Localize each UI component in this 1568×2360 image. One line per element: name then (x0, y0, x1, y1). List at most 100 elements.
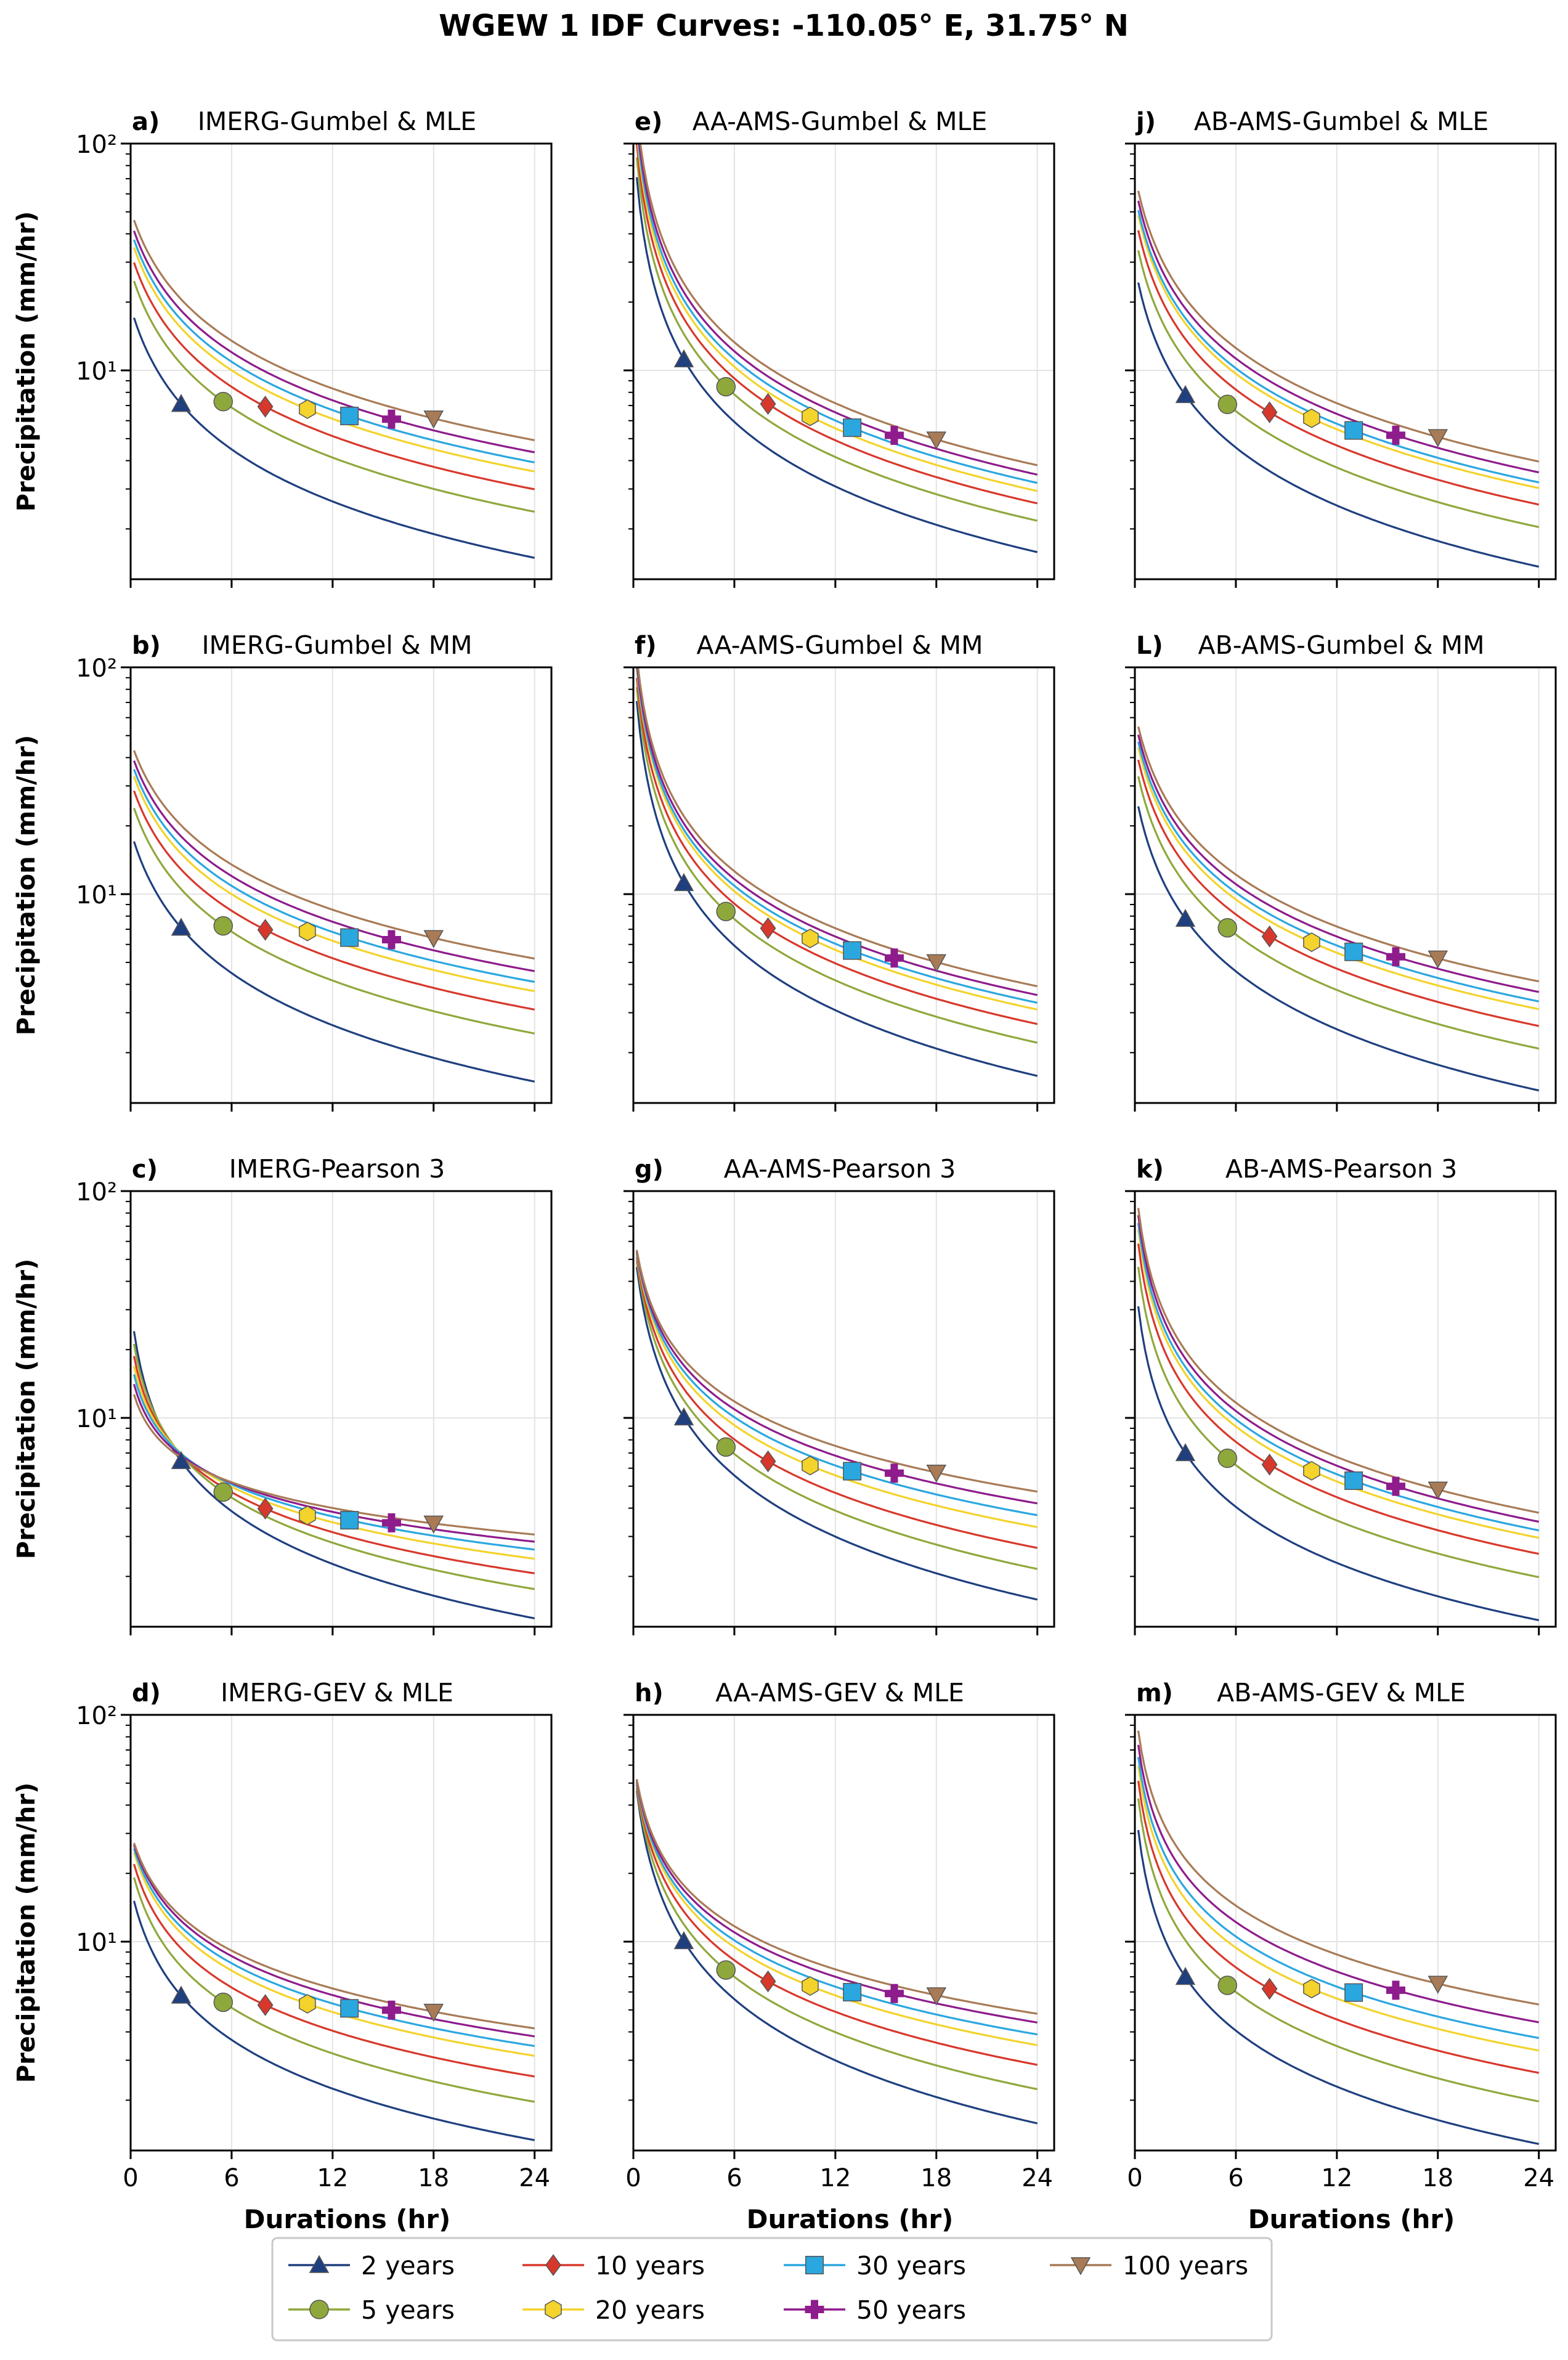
curves-f (635, 667, 1038, 1077)
marker-10-years (1261, 401, 1278, 423)
marker-50-years (381, 409, 401, 429)
marker-100-years (1428, 1975, 1448, 1994)
curve-10-years (133, 790, 535, 1011)
curve-30-years (1137, 741, 1540, 1003)
curve-50-years (1137, 200, 1540, 474)
marker-30-years (340, 928, 359, 947)
y-tick-label: 10¹ (76, 1929, 117, 1957)
curves-m (1137, 1730, 1540, 2145)
curve-5-years (635, 157, 1038, 522)
ticks-c (121, 1190, 536, 1635)
panel-m: m) AB-AMS-GEV & MLE 0 6 12 18 24 Durations (hr) (1125, 1678, 1557, 2234)
legend-marker (309, 2255, 330, 2273)
axes-frame-m (1134, 1714, 1557, 2152)
panel-b: 10¹ 10² Precipitation (mm/hr) b) IMERG-Gumbe… (12, 630, 553, 1112)
axes-frame-b (129, 666, 553, 1104)
curve-10-years (1137, 759, 1540, 1027)
curve-20-years (636, 144, 1038, 492)
curve-100-years (1137, 1730, 1539, 2006)
panel-f: f) AA-AMS-Gumbel & MM (624, 630, 1055, 1112)
marker-20-years (299, 921, 316, 942)
grid-f (633, 667, 1054, 1103)
curve-2-years (635, 1790, 1038, 2125)
y-tick-label: 10² (76, 131, 117, 159)
curve-20-years (133, 776, 535, 993)
curve-20-years (1137, 1229, 1540, 1539)
curve-20-years (635, 669, 1038, 1011)
curve-2-years (635, 1266, 1038, 1601)
marker-30-years (1344, 942, 1363, 961)
grid-b (130, 667, 551, 1103)
curve-100-years (635, 1250, 1038, 1493)
marker-20-years (1303, 932, 1320, 952)
marker-50-years (1386, 1476, 1405, 1496)
marker-10-years (760, 1970, 776, 1993)
ticks-g (624, 1190, 1039, 1635)
panels-group: 10¹ 10² Precipitation (mm/hr) a) IMERG-Gumbe… (12, 107, 1557, 2234)
marker-10-years (257, 396, 274, 418)
marker-20-years (1303, 1979, 1320, 1999)
marker-50-years (1386, 947, 1405, 967)
marker-2-years (171, 394, 192, 412)
legend-marker (309, 2300, 329, 2319)
marker-10-years (1261, 1977, 1278, 2000)
curves-g (635, 1250, 1038, 1601)
marker-30-years (843, 941, 862, 960)
marker-50-years (381, 1513, 401, 1532)
legend-marker (1070, 2257, 1091, 2276)
panel-e: e) AA-AMS-Gumbel & MLE (624, 107, 1055, 588)
curve-20-years (1137, 215, 1540, 489)
curve-5-years (1137, 1266, 1540, 1579)
curves-b (132, 750, 535, 1083)
legend-label: 50 years (856, 2295, 966, 2325)
markers-L (1175, 908, 1448, 969)
curve-50-years (132, 230, 535, 454)
axes-frame-j (1134, 142, 1557, 580)
marker-30-years (1344, 1983, 1363, 2002)
marker-5-years (213, 1482, 234, 1502)
curves-c (132, 1331, 535, 1619)
marker-5-years (1217, 918, 1238, 938)
marker-5-years (213, 916, 234, 936)
curve-10-years (132, 262, 535, 490)
curve-50-years (635, 1251, 1038, 1505)
marker-50-years (1386, 1980, 1405, 2000)
y-axis-label: Precipitation (mm/hr) (12, 1783, 41, 2083)
curves-h (635, 1778, 1038, 2125)
marker-100-years (926, 1987, 947, 2006)
markers-b (171, 916, 444, 950)
marker-30-years (1344, 421, 1363, 440)
marker-10-years (760, 393, 776, 415)
legend-item-10-years: 10 years (522, 2251, 705, 2281)
marker-2-years (1175, 908, 1196, 927)
legend-marker (805, 2300, 824, 2319)
curves-j (1137, 190, 1540, 568)
panel-letter: h) (635, 1679, 664, 1707)
curve-10-years (635, 677, 1038, 1025)
marker-50-years (1386, 425, 1405, 445)
axes-frame-c (129, 1190, 553, 1628)
y-tick-label: 10¹ (76, 357, 117, 386)
curve-5-years (132, 1877, 535, 2103)
marker-2-years (171, 918, 192, 936)
marker-100-years (423, 410, 444, 429)
curve-10-years (1137, 230, 1540, 506)
curve-100-years (639, 144, 1038, 466)
panel-j: j) AB-AMS-Gumbel & MLE (1125, 107, 1557, 588)
markers-d (171, 1985, 444, 2022)
panel-title: IMERG-Gumbel & MLE (198, 107, 476, 136)
axes-frame-g (632, 1190, 1055, 1628)
marker-20-years (1303, 1461, 1320, 1481)
marker-10-years (1261, 925, 1278, 948)
grid-c (130, 1190, 551, 1627)
curve-5-years (635, 686, 1038, 1044)
panel-letter: d) (132, 1679, 161, 1707)
axes-frame-h (632, 1714, 1055, 2152)
curve-20-years (635, 1782, 1038, 2046)
marker-5-years (1217, 394, 1238, 414)
marker-2-years (673, 1931, 694, 1950)
panel-letter: j) (1135, 108, 1156, 136)
legend-item-20-years: 20 years (522, 2295, 705, 2325)
curve-10-years (1137, 1780, 1540, 2074)
